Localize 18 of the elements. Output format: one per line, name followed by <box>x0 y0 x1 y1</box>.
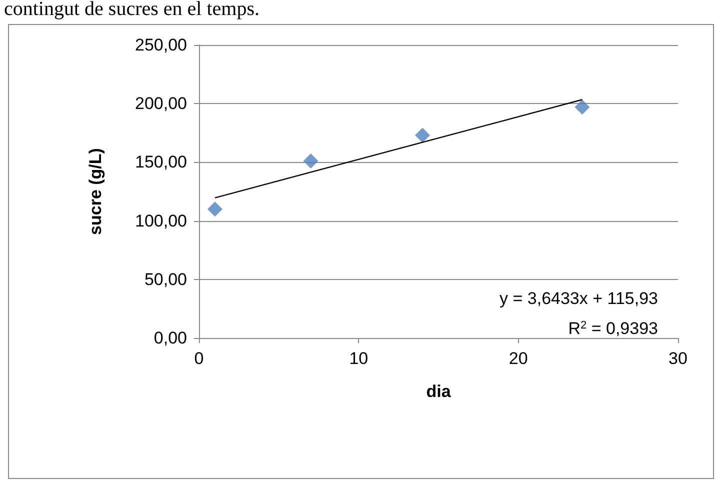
x-tick-label: 0 <box>194 349 204 368</box>
y-tick-label: 50,00 <box>144 270 187 289</box>
x-tick-label: 10 <box>349 349 368 368</box>
point <box>574 100 590 115</box>
point <box>207 202 222 217</box>
point <box>303 154 318 169</box>
y-tick-label: 100,00 <box>135 211 187 230</box>
point <box>415 128 430 143</box>
chart-title: contingut de sucres en el temps. <box>4 0 260 21</box>
y-tick-label: 200,00 <box>135 94 187 114</box>
x-tick-label: 30 <box>668 349 688 368</box>
y-axis-title: sucre (g/L) <box>86 148 105 235</box>
y-tick-label: 150,00 <box>135 152 187 172</box>
y-tick-label: 0,00 <box>154 328 187 348</box>
y-tick-label: 250,00 <box>135 36 187 54</box>
x-axis-title: dia <box>426 382 452 401</box>
annotation: y = 3,6433x + 115,93 <box>500 289 658 308</box>
x-tick-label: 20 <box>508 349 528 368</box>
